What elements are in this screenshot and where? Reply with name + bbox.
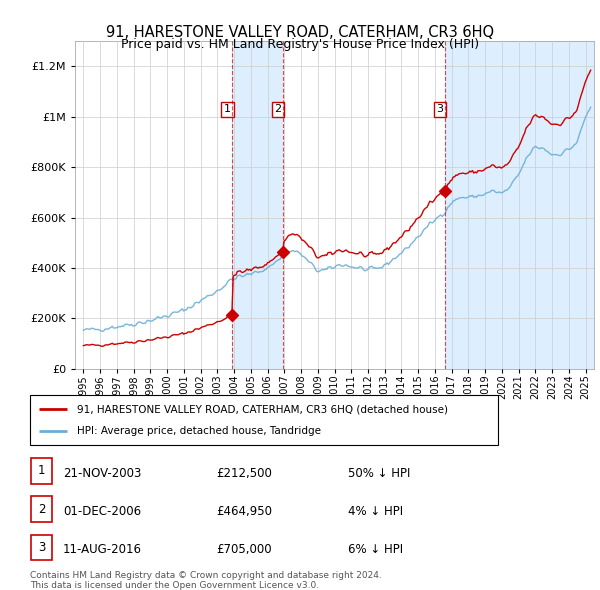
Text: 3: 3 <box>437 104 443 114</box>
Text: 1: 1 <box>224 104 231 114</box>
Text: HPI: Average price, detached house, Tandridge: HPI: Average price, detached house, Tand… <box>77 427 321 437</box>
FancyBboxPatch shape <box>31 458 52 484</box>
FancyBboxPatch shape <box>31 535 52 560</box>
Text: 11-AUG-2016: 11-AUG-2016 <box>63 543 142 556</box>
Text: 6% ↓ HPI: 6% ↓ HPI <box>348 543 403 556</box>
Text: £464,950: £464,950 <box>216 505 272 518</box>
Text: 91, HARESTONE VALLEY ROAD, CATERHAM, CR3 6HQ (detached house): 91, HARESTONE VALLEY ROAD, CATERHAM, CR3… <box>77 404 448 414</box>
Text: 01-DEC-2006: 01-DEC-2006 <box>63 505 141 518</box>
Text: 2: 2 <box>38 503 45 516</box>
Text: 4% ↓ HPI: 4% ↓ HPI <box>348 505 403 518</box>
FancyBboxPatch shape <box>30 395 498 445</box>
Text: Price paid vs. HM Land Registry's House Price Index (HPI): Price paid vs. HM Land Registry's House … <box>121 38 479 51</box>
Text: Contains HM Land Registry data © Crown copyright and database right 2024.: Contains HM Land Registry data © Crown c… <box>30 571 382 580</box>
Bar <box>445 41 594 369</box>
Text: £705,000: £705,000 <box>216 543 272 556</box>
Text: £212,500: £212,500 <box>216 467 272 480</box>
Text: 3: 3 <box>38 541 45 554</box>
Text: 1: 1 <box>38 464 45 477</box>
Text: 2: 2 <box>274 104 281 114</box>
Text: 91, HARESTONE VALLEY ROAD, CATERHAM, CR3 6HQ: 91, HARESTONE VALLEY ROAD, CATERHAM, CR3… <box>106 25 494 40</box>
Text: 50% ↓ HPI: 50% ↓ HPI <box>348 467 410 480</box>
Text: 21-NOV-2003: 21-NOV-2003 <box>63 467 142 480</box>
Text: This data is licensed under the Open Government Licence v3.0.: This data is licensed under the Open Gov… <box>30 581 319 590</box>
FancyBboxPatch shape <box>31 496 52 522</box>
Bar <box>232 41 283 369</box>
